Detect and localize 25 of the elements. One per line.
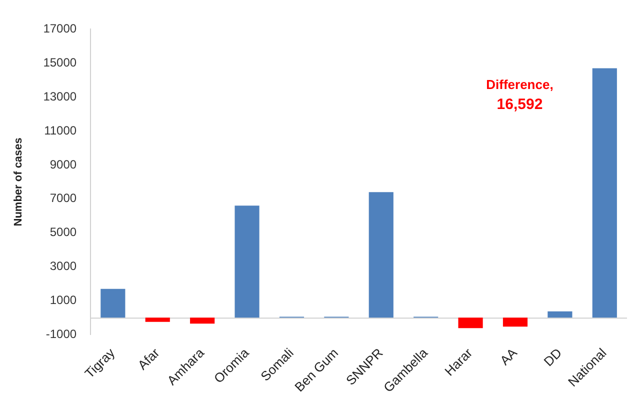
bar [502, 318, 528, 327]
y-axis-title: Number of cases [12, 138, 25, 226]
x-tick-label: AA [497, 344, 520, 368]
bar [458, 318, 483, 328]
y-tick-label: 9000 [50, 157, 77, 172]
y-tick-label: 13000 [43, 89, 77, 104]
y-tick-label: 15000 [43, 55, 77, 70]
bar [548, 311, 572, 318]
bar [592, 68, 617, 318]
y-tick-label: 11000 [44, 123, 77, 138]
x-tick-label: Ben Gum [292, 345, 342, 395]
bar [145, 318, 170, 322]
bar [368, 192, 394, 318]
y-tick-label: 17000 [43, 22, 77, 36]
y-tick-label: 1000 [50, 293, 77, 308]
y-tick-label: -1000 [46, 326, 77, 341]
annotation: Difference, 16,592 [486, 77, 554, 114]
y-tick-label: 7000 [50, 191, 77, 206]
y-tick-label: 3000 [50, 259, 77, 274]
bar [100, 288, 126, 318]
bar [190, 318, 215, 324]
x-tick-label: DD [540, 345, 565, 370]
x-tick-label: Afar [134, 344, 163, 373]
y-tick-label: 5000 [50, 225, 77, 240]
bar [234, 206, 260, 318]
